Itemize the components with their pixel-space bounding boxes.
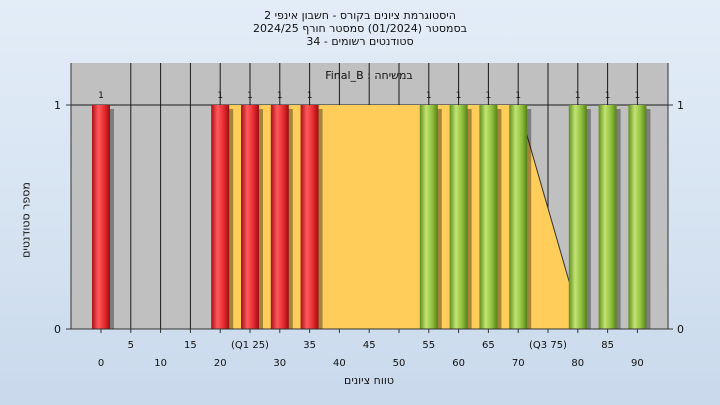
- bar-value-label: 1: [277, 91, 283, 101]
- bar-value-label: 1: [456, 91, 462, 101]
- x-tick-label-bottom: 10: [154, 358, 167, 369]
- chart-title-line-3: סטודנטים רשומים - 34: [306, 35, 414, 48]
- x-tick-label-bottom: 20: [214, 358, 227, 369]
- bar: [449, 105, 468, 329]
- chart-title-block: היסטוגרמת ציונים בקורס - חשבון אינפי 2 ב…: [0, 9, 720, 48]
- bar-value-label: 1: [486, 91, 492, 101]
- bar: [300, 105, 319, 329]
- bar: [419, 105, 438, 329]
- x-tick-label-top: 35: [303, 340, 316, 351]
- x-tick-label-top: (Q3 75): [529, 340, 567, 351]
- bar-value-label: 1: [247, 91, 253, 101]
- y-tick-label-right: 0: [677, 323, 684, 336]
- bar-value-label: 1: [217, 91, 223, 101]
- bar: [568, 105, 587, 329]
- bar-value-label: 1: [515, 91, 521, 101]
- x-tick-label-bottom: 80: [571, 358, 584, 369]
- x-tick-label-top: 15: [184, 340, 197, 351]
- bar: [92, 105, 110, 329]
- x-tick-label-top: 45: [363, 340, 376, 351]
- bar: [241, 105, 259, 329]
- bar-value-label: 1: [605, 91, 611, 101]
- bar: [628, 105, 647, 329]
- x-tick-label-bottom: 40: [333, 358, 346, 369]
- bar-value-label: 1: [98, 91, 104, 101]
- chart-title-line-1: היסטוגרמת ציונים בקורס - חשבון אינפי 2: [264, 9, 456, 22]
- bar: [479, 105, 498, 329]
- bar-value-labels: 1 1 1 1 1 1 1 1 1 1 1 1: [98, 91, 640, 101]
- x-tick-label-top: 85: [601, 340, 614, 351]
- x-tick-label-bottom: 0: [98, 358, 104, 369]
- x-tick-label-bottom: 60: [452, 358, 465, 369]
- chart-title-line-2: בסמסטר (01/2024) סמסטר חורף 2024/25: [253, 22, 467, 35]
- y-tick-label: 1: [54, 99, 61, 112]
- x-tick-label-bottom: 70: [512, 358, 525, 369]
- x-tick-label-bottom: 50: [393, 358, 406, 369]
- x-tick-label-top: 55: [422, 340, 435, 351]
- y-axis-title: מספר סטודנטים: [19, 182, 33, 258]
- chart-annotation: במשיחה : Final_B: [325, 69, 413, 82]
- y-tick-label-right: 1: [677, 99, 684, 112]
- bar-value-label: 1: [575, 91, 581, 101]
- bar: [211, 105, 230, 329]
- x-axis-title: טווח ציונים: [344, 374, 394, 387]
- x-tick-label-top: (Q1 25): [231, 340, 269, 351]
- bar-value-label: 1: [426, 91, 432, 101]
- x-tick-label-top: 5: [128, 340, 134, 351]
- y-tick-label: 0: [54, 323, 61, 336]
- bar-value-label: 1: [635, 91, 641, 101]
- x-tick-label-top: 65: [482, 340, 495, 351]
- bar-value-label: 1: [307, 91, 313, 101]
- bars: [92, 105, 651, 329]
- bar: [509, 105, 528, 329]
- x-tick-label-bottom: 90: [631, 358, 644, 369]
- x-tick-label-bottom: 30: [273, 358, 286, 369]
- bar: [598, 105, 617, 329]
- bar: [270, 105, 289, 329]
